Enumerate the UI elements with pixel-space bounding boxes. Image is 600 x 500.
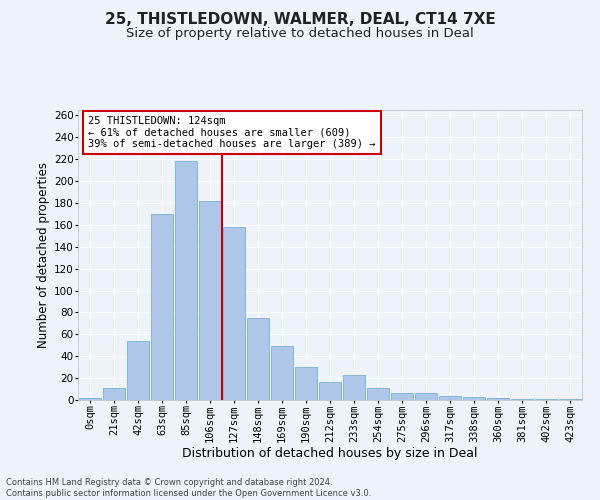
Bar [223,227,245,400]
Text: Size of property relative to detached houses in Deal: Size of property relative to detached ho… [126,28,474,40]
Bar [463,396,485,400]
Bar [151,214,173,400]
Bar [199,201,221,400]
Bar [175,162,197,400]
Text: 25, THISTLEDOWN, WALMER, DEAL, CT14 7XE: 25, THISTLEDOWN, WALMER, DEAL, CT14 7XE [104,12,496,28]
Bar [103,388,125,400]
Bar [391,394,413,400]
Bar [439,396,461,400]
Y-axis label: Number of detached properties: Number of detached properties [37,162,50,348]
Bar [487,398,509,400]
Bar [127,341,149,400]
Bar [535,399,557,400]
Bar [271,346,293,400]
Bar [415,394,437,400]
Bar [295,367,317,400]
Bar [343,375,365,400]
Bar [367,388,389,400]
Bar [79,398,101,400]
Bar [319,382,341,400]
Bar [559,399,581,400]
Text: 25 THISTLEDOWN: 124sqm
← 61% of detached houses are smaller (609)
39% of semi-de: 25 THISTLEDOWN: 124sqm ← 61% of detached… [88,116,376,149]
X-axis label: Distribution of detached houses by size in Deal: Distribution of detached houses by size … [182,447,478,460]
Bar [511,399,533,400]
Text: Contains HM Land Registry data © Crown copyright and database right 2024.
Contai: Contains HM Land Registry data © Crown c… [6,478,371,498]
Bar [247,318,269,400]
